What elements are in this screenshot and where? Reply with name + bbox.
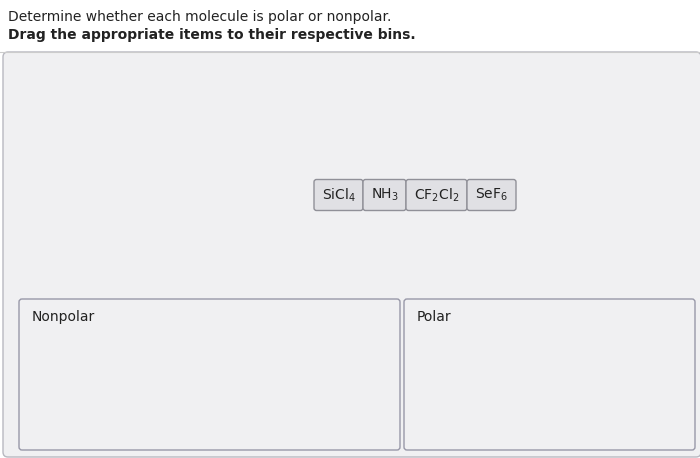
FancyBboxPatch shape <box>467 180 516 211</box>
Text: Nonpolar: Nonpolar <box>32 310 95 324</box>
FancyBboxPatch shape <box>3 52 700 457</box>
FancyBboxPatch shape <box>406 180 467 211</box>
FancyBboxPatch shape <box>19 299 400 450</box>
FancyBboxPatch shape <box>363 180 406 211</box>
Text: Determine whether each molecule is polar or nonpolar.: Determine whether each molecule is polar… <box>8 10 391 24</box>
Text: SiCl$_4$: SiCl$_4$ <box>321 186 356 204</box>
FancyBboxPatch shape <box>404 299 695 450</box>
Text: NH$_3$: NH$_3$ <box>370 187 398 203</box>
FancyBboxPatch shape <box>314 180 363 211</box>
Text: SeF$_6$: SeF$_6$ <box>475 187 508 203</box>
Text: CF$_2$Cl$_2$: CF$_2$Cl$_2$ <box>414 186 459 204</box>
Text: Polar: Polar <box>417 310 452 324</box>
Text: Drag the appropriate items to their respective bins.: Drag the appropriate items to their resp… <box>8 28 416 42</box>
